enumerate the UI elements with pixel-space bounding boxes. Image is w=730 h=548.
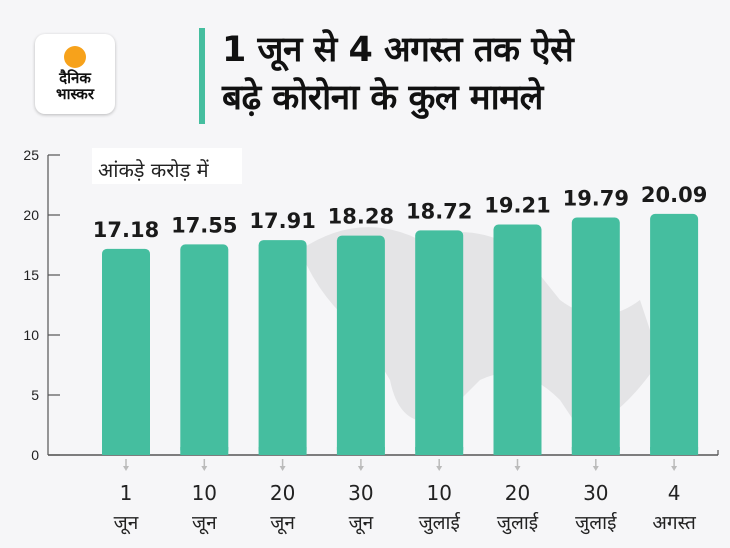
y-tick-label: 25 [23, 147, 39, 163]
world-map-watermark [300, 227, 660, 430]
x-tick-label-month: जुलाई [497, 511, 539, 535]
x-tick-label-month: जुलाई [575, 511, 617, 535]
bar [102, 248, 150, 455]
bar-base [180, 447, 229, 455]
x-tick-label-month: जुलाई [419, 511, 461, 535]
x-tick-label-day: 1 [120, 481, 133, 505]
arrow-down-icon [123, 466, 129, 471]
arrow-down-icon [671, 466, 678, 471]
x-tick-label-month: जून [192, 512, 217, 535]
dainik-bhaskar-logo: दैनिक भास्कर [35, 34, 115, 114]
x-tick-label-month: जून [270, 512, 295, 535]
arrow-down-icon [436, 466, 443, 471]
x-tick-label-month: अगस्त [652, 512, 697, 534]
x-tick-label-month: जून [114, 512, 139, 535]
arrow-down-icon [279, 466, 286, 471]
data-label: 20.09 [641, 183, 707, 207]
y-tick-label: 5 [31, 387, 39, 403]
bar-base [415, 447, 464, 455]
unit-note: आंकड़े करोड़ में [98, 158, 210, 182]
y-tick-label: 0 [31, 447, 39, 463]
data-label: 17.91 [249, 209, 315, 233]
bar [650, 213, 699, 455]
bar [571, 217, 620, 455]
bar [180, 244, 229, 455]
unit-note-box [92, 148, 242, 184]
arrow-down-icon [592, 466, 599, 471]
title-line-1: 1 जून से 4 अगस्त तक ऐसे [222, 30, 574, 70]
data-label: 19.79 [563, 187, 629, 211]
data-label: 17.18 [93, 218, 159, 242]
title-accent-bar [199, 28, 205, 124]
bar-base [336, 447, 385, 455]
bar [336, 235, 385, 455]
bar-base [571, 447, 620, 455]
data-label: 19.21 [484, 193, 550, 217]
y-tick-label: 15 [23, 267, 39, 283]
x-tick-label-day: 10 [426, 481, 451, 505]
bar-base [258, 447, 307, 455]
chart-title: 1 जून से 4 अगस्त तक ऐसे बढ़े कोरोना के क… [222, 26, 574, 122]
bar [415, 230, 464, 455]
arrow-down-icon [201, 466, 208, 471]
x-tick-label-day: 20 [270, 481, 295, 505]
x-tick-label-day: 4 [668, 481, 681, 505]
arrow-down-icon [514, 466, 521, 471]
sun-icon [64, 46, 86, 68]
data-label: 18.72 [406, 199, 472, 223]
logo-text-2: भास्कर [56, 85, 94, 103]
y-tick-label: 10 [23, 327, 39, 343]
x-tick-label-day: 20 [505, 481, 530, 505]
x-tick-label-day: 30 [348, 481, 373, 505]
x-tick-label-day: 10 [192, 481, 217, 505]
data-label: 17.55 [171, 213, 237, 237]
bar-base [493, 447, 542, 455]
bar-base [102, 447, 150, 455]
x-tick-label-month: जून [349, 512, 374, 535]
arrow-down-icon [357, 466, 364, 471]
logo-text-1: दैनिक [59, 69, 91, 87]
data-label: 18.28 [328, 205, 394, 229]
x-tick-label-day: 30 [583, 481, 608, 505]
bar [493, 224, 542, 455]
y-tick-label: 20 [23, 207, 39, 223]
bar-base [650, 447, 699, 455]
title-line-2: बढ़े कोरोना के कुल मामले [222, 78, 543, 118]
bar [258, 240, 307, 455]
